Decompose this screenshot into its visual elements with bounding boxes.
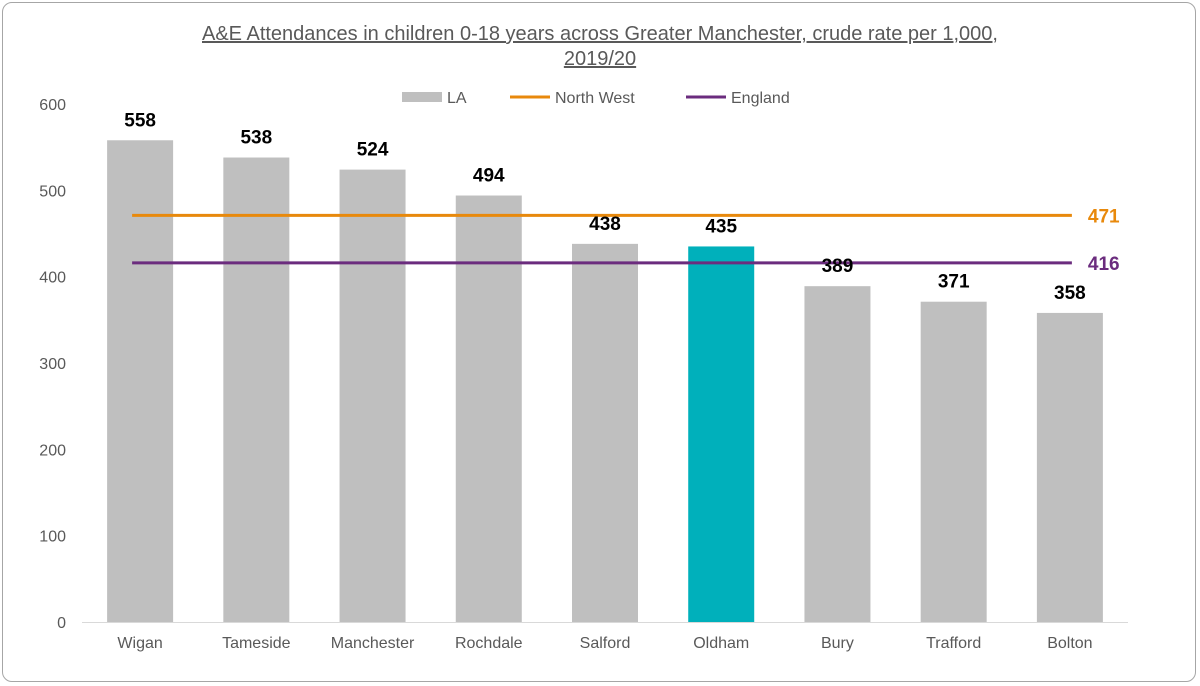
- y-tick-label: 100: [39, 529, 66, 546]
- x-tick-label-oldham: Oldham: [693, 635, 749, 652]
- bars: [107, 140, 1103, 623]
- y-tick-label: 400: [39, 270, 66, 287]
- data-label-rochdale: 494: [473, 166, 505, 187]
- bar-salford: [572, 243, 638, 623]
- bar-manchester: [339, 169, 406, 622]
- y-tick-label: 200: [39, 442, 66, 459]
- x-tick-label-bolton: Bolton: [1047, 635, 1092, 652]
- x-tick-label-tameside: Tameside: [222, 635, 291, 652]
- bar-tameside: [223, 157, 290, 622]
- x-axis: Wigan Tameside Manchester Rochdale Salford Ol…: [82, 622, 1128, 652]
- x-tick-label-wigan: Wigan: [117, 635, 162, 652]
- bar-bury: [804, 286, 871, 622]
- bar-trafford: [920, 301, 987, 622]
- data-label-oldham: 435: [705, 216, 737, 237]
- reference-lines: 471 416: [132, 206, 1120, 275]
- data-label-tameside: 538: [240, 128, 272, 149]
- legend-label-england: England: [731, 90, 790, 107]
- x-tick-label-rochdale: Rochdale: [455, 635, 523, 652]
- legend-label-la: LA: [447, 90, 467, 107]
- legend: LA North West England: [402, 90, 790, 107]
- bar-oldham: [688, 246, 755, 622]
- data-label-wigan: 558: [124, 110, 156, 131]
- bar-rochdale: [455, 195, 522, 622]
- data-labels: 558 538 524 494 438 435 389 371 358: [124, 110, 1085, 304]
- chart-title-line-1: A&E Attendances in children 0-18 years a…: [202, 23, 998, 45]
- legend-label-north-west: North West: [555, 90, 635, 107]
- y-tick-label: 0: [57, 615, 66, 632]
- data-label-salford: 438: [589, 214, 621, 235]
- reference-line-label-north-west: 471: [1088, 206, 1120, 227]
- y-tick-label: 600: [39, 97, 66, 114]
- y-axis: 0 100 200 300 400 500 600: [39, 97, 66, 632]
- reference-line-label-england: 416: [1088, 254, 1120, 275]
- x-tick-label-bury: Bury: [821, 635, 854, 652]
- y-tick-label: 500: [39, 183, 66, 200]
- data-label-trafford: 371: [938, 272, 970, 293]
- legend-swatch-la: [402, 92, 442, 102]
- data-label-bury: 389: [822, 256, 854, 277]
- chart-title-line-2: 2019/20: [564, 48, 636, 70]
- bar-bolton: [1036, 312, 1103, 622]
- x-tick-label-trafford: Trafford: [926, 635, 981, 652]
- data-label-manchester: 524: [357, 140, 389, 161]
- x-tick-label-manchester: Manchester: [331, 635, 415, 652]
- x-tick-label-salford: Salford: [580, 635, 631, 652]
- y-tick-label: 300: [39, 356, 66, 373]
- bar-wigan: [107, 140, 174, 622]
- data-label-bolton: 358: [1054, 283, 1086, 304]
